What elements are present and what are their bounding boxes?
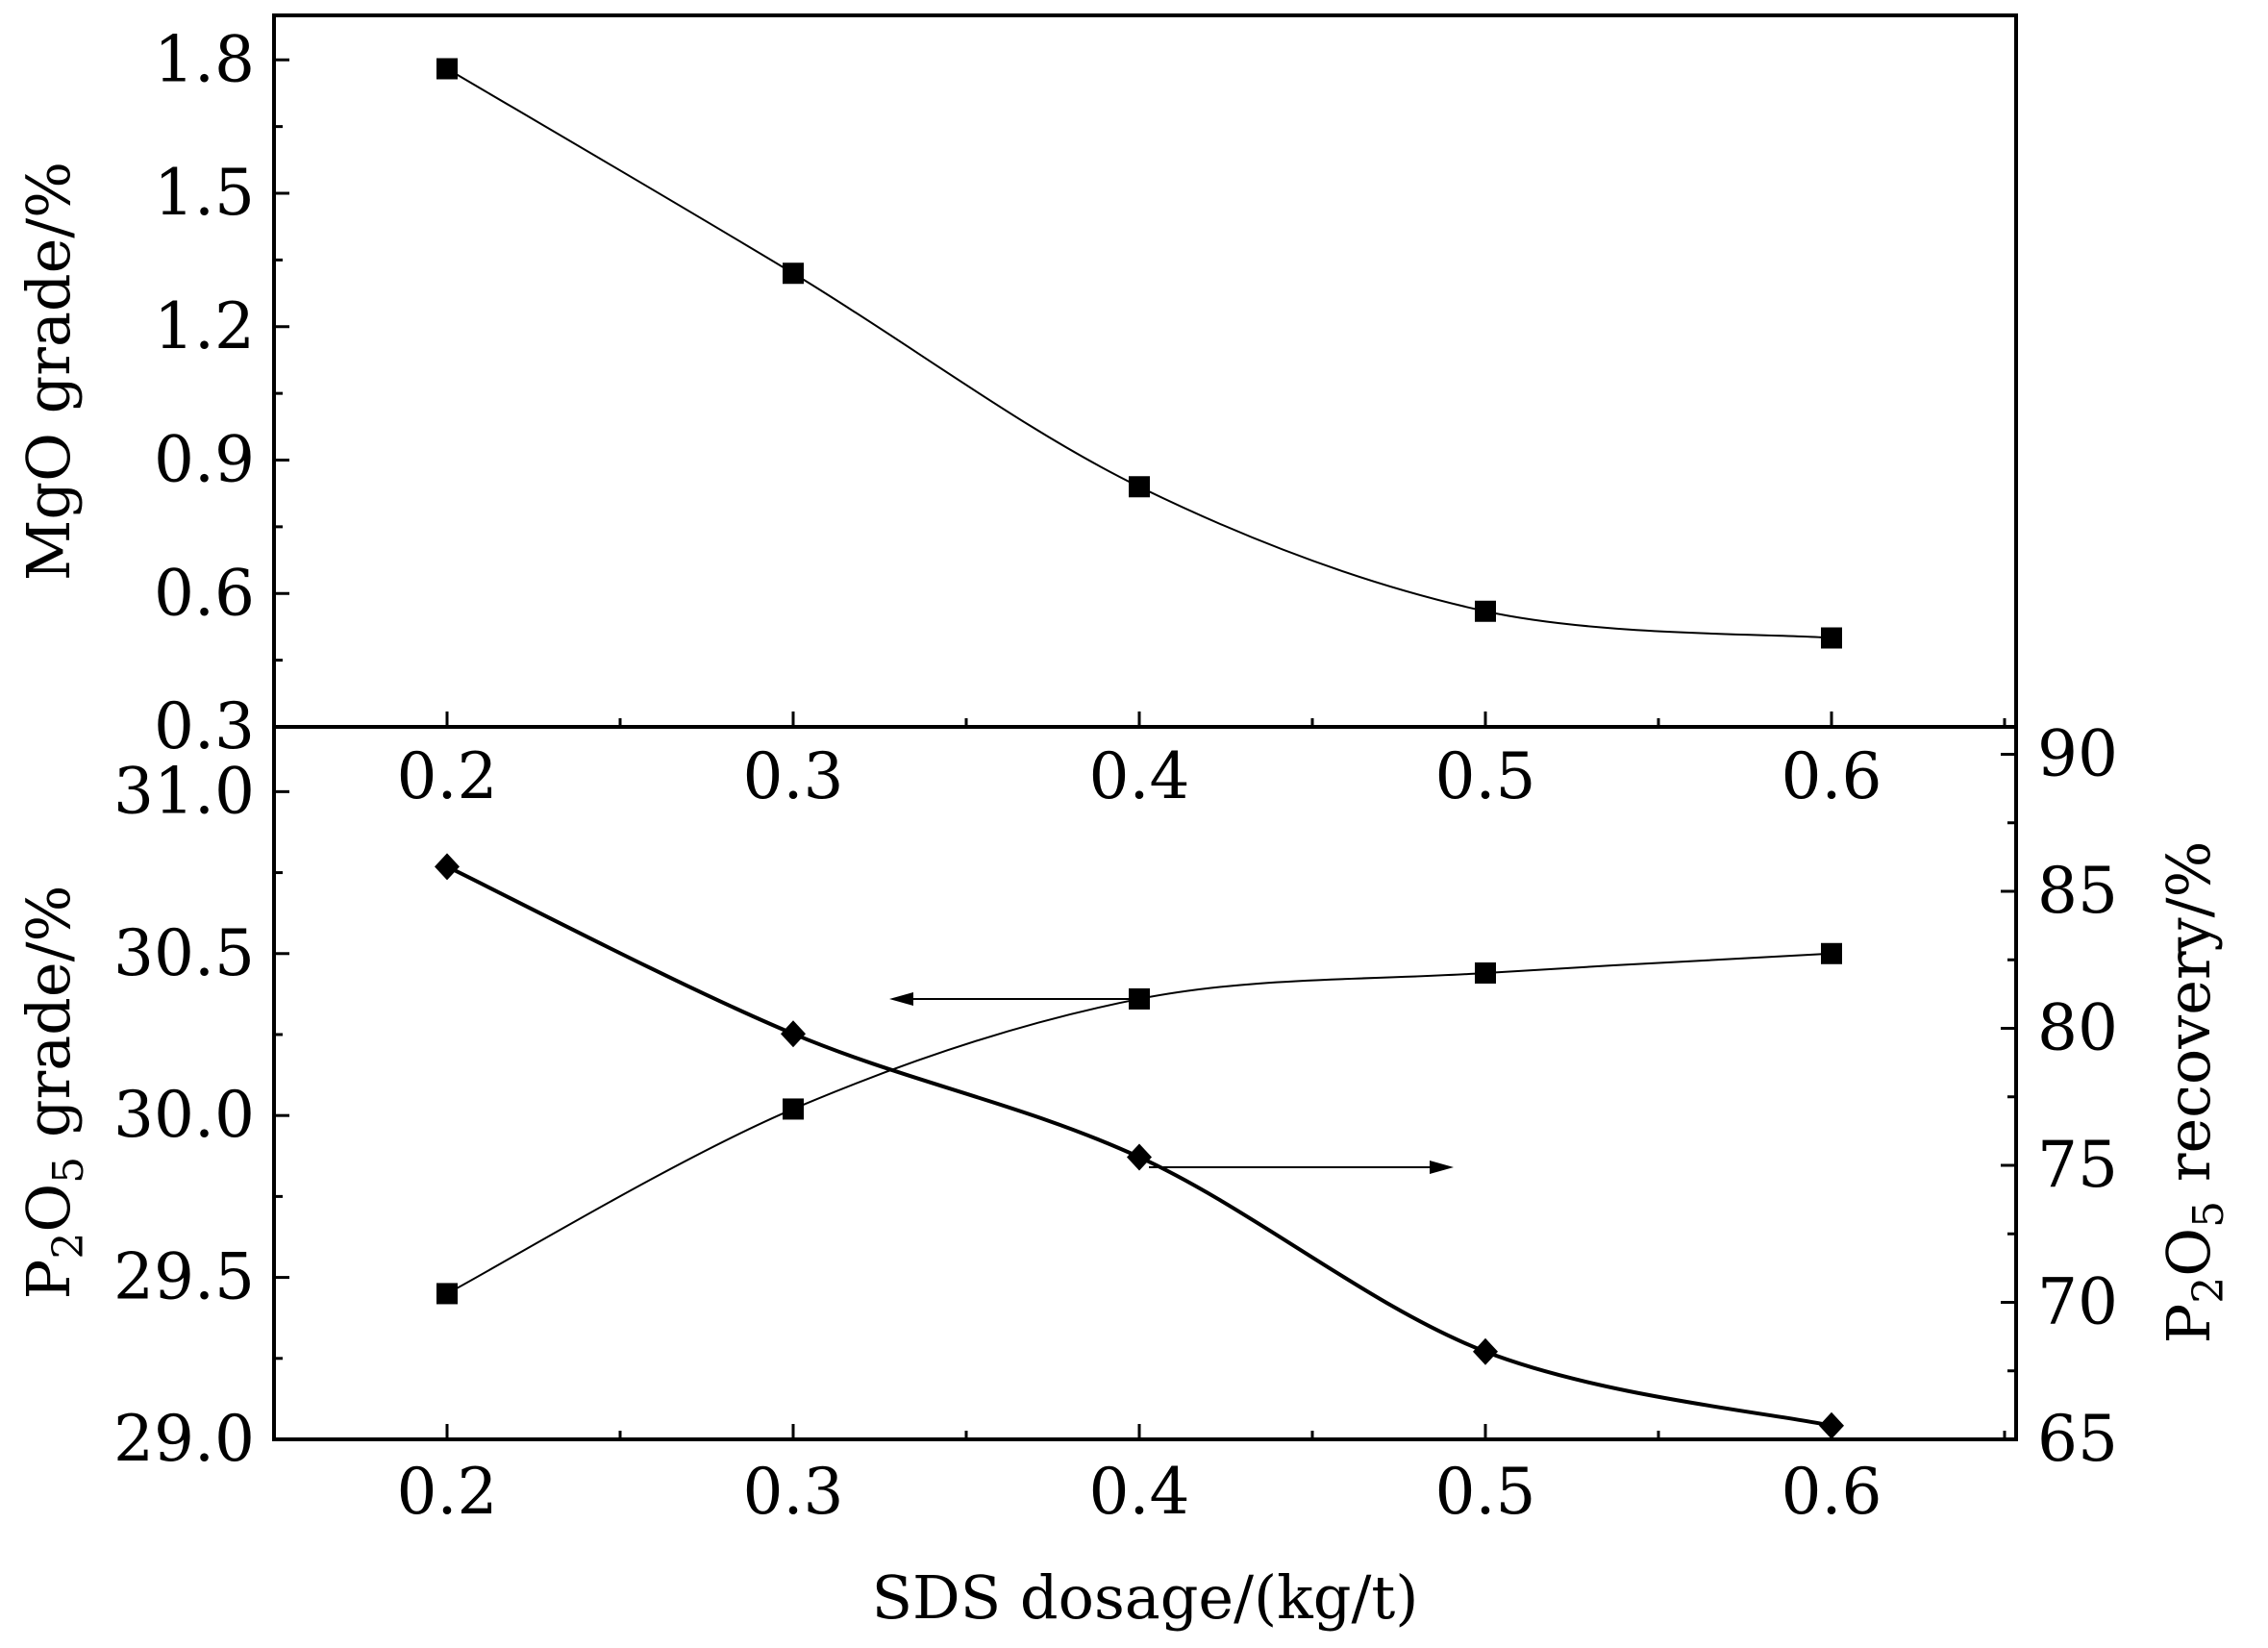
right-y-tick-label: 85 <box>2037 854 2118 928</box>
x-tick-label: 0.5 <box>1435 1455 1536 1529</box>
p2o5-recovery-point <box>1473 1337 1498 1365</box>
x-tick-label: 0.5 <box>1435 739 1536 813</box>
top-x-ticks: 0.2 0.3 0.4 0.5 0.6 <box>397 712 2006 813</box>
mgo-grade-point <box>1129 476 1150 498</box>
p2o5-recovery-point <box>1127 1143 1152 1171</box>
mgo-grade-point <box>436 58 458 80</box>
mgo-grade-point <box>1475 600 1496 622</box>
x-tick-label: 0.2 <box>397 739 498 813</box>
mgo-grade-point <box>1821 627 1842 649</box>
mgo-grade-line <box>446 67 1832 639</box>
right-y-tick-label: 80 <box>2037 991 2118 1065</box>
left-y-tick-label: 30.0 <box>113 1078 255 1152</box>
x-tick-label: 0.3 <box>743 1455 844 1529</box>
bottom-left-y-ticks: 29.0 29.5 30.0 30.5 31.0 <box>113 754 289 1476</box>
top-y-tick-label: 1.5 <box>154 156 255 230</box>
right-y-tick-label: 90 <box>2037 717 2118 791</box>
top-y-axis-title: MgO grade/% <box>13 162 84 581</box>
left-y-tick-label: 31.0 <box>113 754 255 828</box>
top-y-tick-label: 0.6 <box>154 556 255 630</box>
p2o5-recovery-point <box>781 1020 806 1048</box>
left-y-tick-label: 30.5 <box>113 916 255 990</box>
x-axis-title: SDS dosage/(kg/t) <box>872 1562 1419 1633</box>
p2o5-grade-point <box>436 1283 458 1305</box>
x-tick-label: 0.4 <box>1089 739 1190 813</box>
bottom-right-y-ticks: 65 70 75 80 85 90 <box>2001 717 2118 1476</box>
left-y-tick-label: 29.0 <box>113 1402 255 1476</box>
bottom-panel: 29.0 29.5 30.0 30.5 31.0 65 70 75 80 85 90 0.2 0.3… <box>13 717 2233 1634</box>
right-y-tick-label: 75 <box>2037 1128 2118 1202</box>
top-plot-frame <box>272 13 2018 729</box>
p2o5-grade-point <box>1475 961 1496 984</box>
right-y-tick-label: 65 <box>2037 1402 2118 1476</box>
right-y-tick-label: 70 <box>2037 1265 2118 1339</box>
top-series-group <box>436 58 1842 649</box>
top-y-tick-label: 1.8 <box>154 22 255 96</box>
x-tick-label: 0.3 <box>743 739 844 813</box>
bottom-series-group <box>435 853 1844 1439</box>
top-y-tick-label: 0.9 <box>154 423 255 497</box>
mgo-grade-point <box>783 262 804 285</box>
x-tick-label: 0.6 <box>1782 1455 1882 1529</box>
x-tick-label: 0.4 <box>1089 1455 1190 1529</box>
x-tick-label: 0.6 <box>1782 739 1882 813</box>
top-y-tick-label: 1.2 <box>154 289 255 363</box>
bottom-right-y-axis-title: P2O5 recovery/% <box>2154 841 2233 1344</box>
p2o5-recovery-point <box>435 853 460 881</box>
arrow-to-left-axis <box>889 992 1149 1006</box>
bottom-left-y-axis-title: P2O5 grade/% <box>13 886 93 1300</box>
x-tick-label: 0.2 <box>397 1455 498 1529</box>
p2o5-grade-point <box>783 1098 804 1120</box>
bottom-x-ticks: 0.2 0.3 0.4 0.5 0.6 <box>397 1424 2006 1529</box>
left-y-tick-label: 29.5 <box>113 1240 255 1314</box>
bottom-plot-frame <box>272 725 2018 1441</box>
arrow-to-right-axis <box>1149 1161 1454 1174</box>
top-y-tick-label: 0.3 <box>154 689 255 763</box>
top-y-ticks: 0.3 0.6 0.9 1.2 1.5 1.8 <box>154 22 289 763</box>
p2o5-grade-point <box>1821 942 1842 964</box>
top-panel: 0.3 0.6 0.9 1.2 1.5 1.8 0.2 0.3 0.4 0.5 0.6 MgO g… <box>13 13 2018 813</box>
